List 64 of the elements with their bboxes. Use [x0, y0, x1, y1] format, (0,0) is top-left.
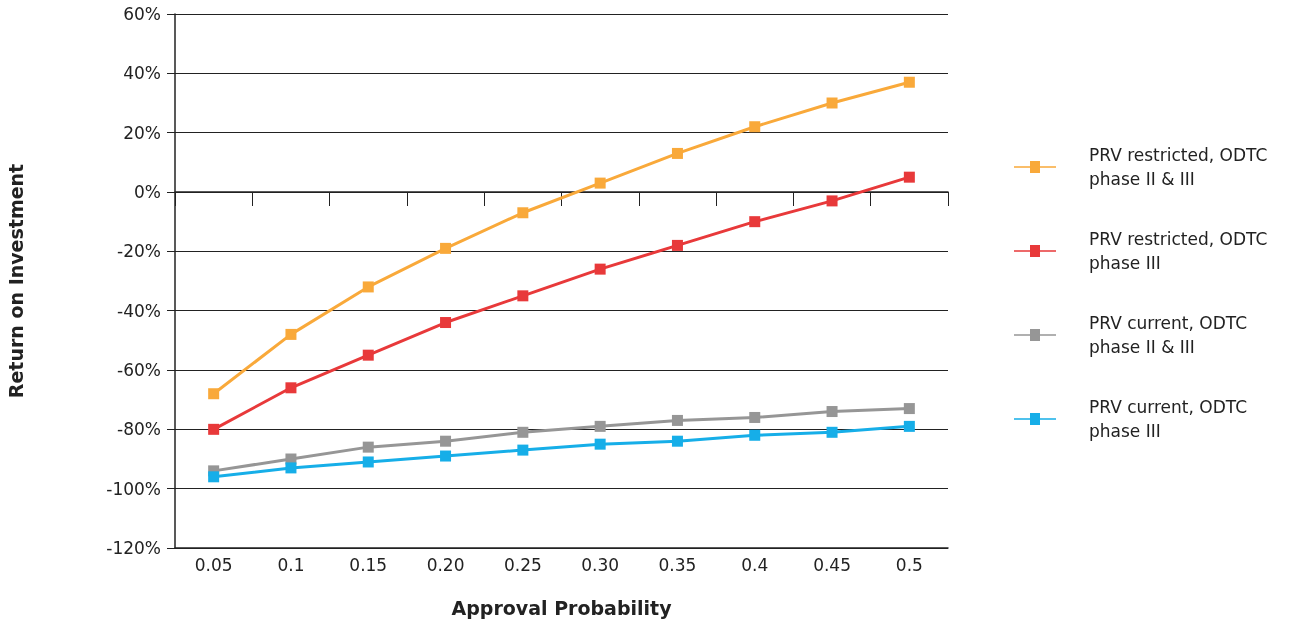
x-tick-label: 0.45	[813, 554, 851, 575]
point	[362, 349, 374, 361]
point	[671, 435, 683, 447]
point	[362, 441, 374, 453]
point	[208, 423, 220, 435]
point	[671, 147, 683, 159]
y-tick-label: -20%	[117, 241, 161, 262]
point	[826, 426, 838, 438]
y-tick-label: -120%	[106, 538, 161, 558]
point	[826, 97, 838, 109]
point	[208, 471, 220, 483]
point	[517, 207, 529, 219]
point	[903, 171, 915, 183]
point	[362, 281, 374, 293]
point	[903, 403, 915, 415]
y-tick-label: 60%	[123, 4, 161, 24]
point	[208, 388, 220, 400]
y-tick-label: -80%	[117, 419, 161, 440]
y-tick-label: 0%	[134, 182, 161, 202]
point	[749, 429, 761, 441]
x-tick-label: 0.20	[426, 554, 465, 575]
x-tick-label: 0.5	[895, 554, 923, 575]
legend-label: PRV current, ODTC phase II & III	[1089, 313, 1253, 357]
point	[594, 420, 606, 432]
point	[285, 462, 297, 474]
point	[826, 406, 838, 418]
y-tick-label: 20%	[123, 122, 161, 143]
legend-label: PRV restricted, ODTC phase II & III	[1089, 145, 1273, 189]
x-tick-label: 0.30	[581, 554, 620, 575]
point	[517, 426, 529, 438]
legend-label: PRV restricted, ODTC phase III	[1089, 229, 1273, 273]
point	[362, 456, 374, 468]
point	[440, 317, 452, 329]
point	[594, 438, 606, 450]
point	[671, 414, 683, 426]
point	[594, 177, 606, 189]
point	[826, 195, 838, 207]
point	[285, 382, 297, 394]
legend-label: PRV current, ODTC phase III	[1089, 397, 1253, 441]
x-tick-label: 0.35	[658, 554, 697, 575]
x-tick-label: 0.25	[503, 554, 542, 575]
point	[671, 239, 683, 251]
x-tick-label: 0.15	[349, 554, 388, 575]
point	[903, 76, 915, 88]
point	[285, 328, 297, 340]
point	[749, 121, 761, 133]
point	[440, 242, 452, 254]
point	[517, 444, 529, 456]
y-tick-label: -100%	[106, 478, 161, 499]
point	[749, 216, 761, 228]
x-tick-label: 0.05	[194, 554, 233, 575]
point	[594, 263, 606, 275]
y-tick-label: -60%	[117, 360, 161, 380]
y-tick-label: -40%	[117, 300, 161, 321]
point	[749, 411, 761, 423]
point	[440, 435, 452, 447]
point	[517, 290, 529, 302]
y-axis-title: Return on Investment	[4, 163, 27, 399]
x-tick-label: 0.4	[741, 554, 769, 575]
y-tick-label: 40%	[123, 63, 161, 84]
x-tick-label: 0.1	[277, 554, 305, 575]
x-axis-title: Approval Probability	[451, 596, 673, 619]
point	[903, 420, 915, 432]
point	[440, 450, 452, 462]
